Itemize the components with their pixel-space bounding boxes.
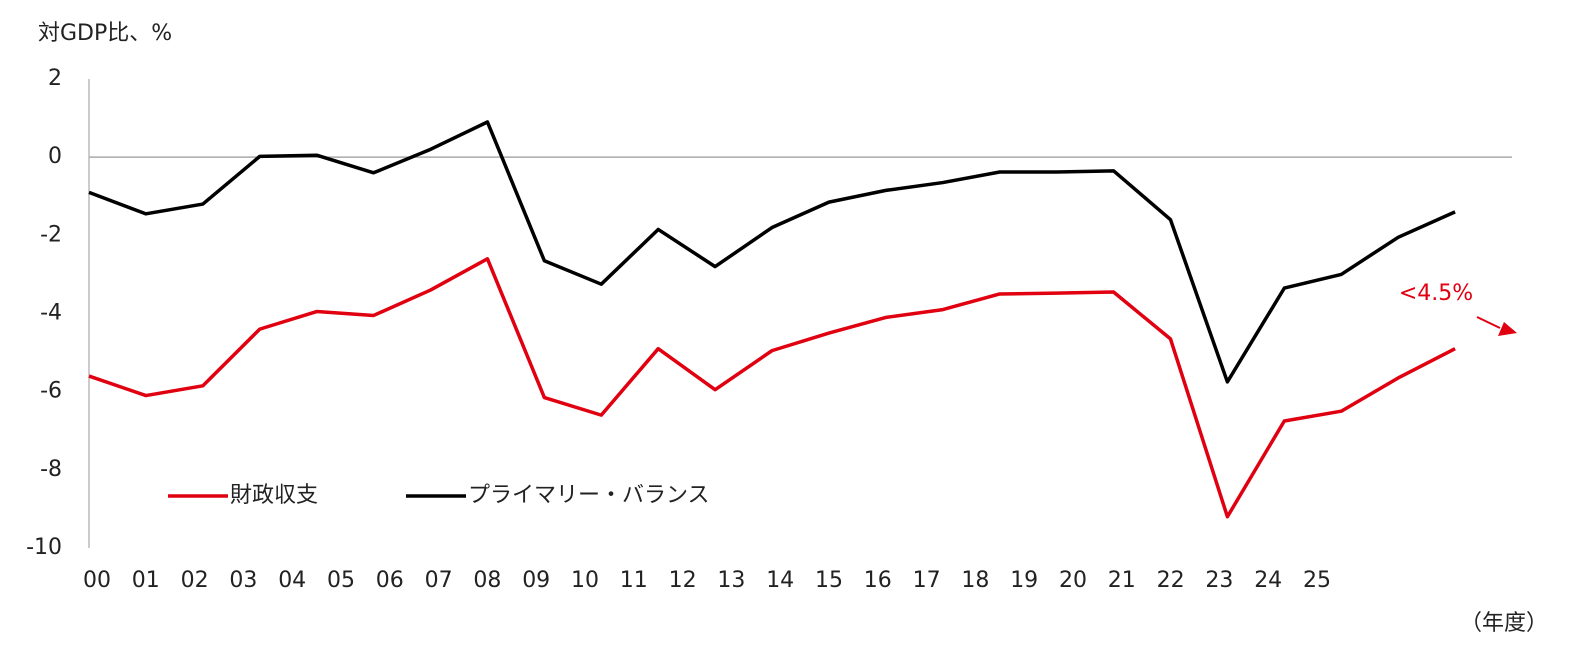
- x-tick-label: 14: [766, 568, 794, 593]
- legend-label: 財政収支: [230, 483, 318, 508]
- y-tick-label: -4: [40, 301, 62, 326]
- x-tick-label: 11: [620, 568, 648, 593]
- x-axis-label: （年度）: [1460, 611, 1548, 636]
- series-line: [88, 257, 1456, 519]
- x-tick-label: 10: [571, 568, 599, 593]
- series-line: [88, 120, 1456, 384]
- annotation-arrowhead: [1498, 322, 1517, 336]
- y-tick-label: -2: [40, 222, 62, 247]
- x-tick-label: 05: [327, 568, 355, 593]
- x-tick-label: 09: [522, 568, 550, 593]
- x-tick-label: 03: [229, 568, 257, 593]
- x-tick-label: 12: [669, 568, 697, 593]
- y-axis-label: 対GDP比、%: [38, 21, 172, 46]
- x-tick-label: 06: [376, 568, 404, 593]
- x-tick-label: 17: [913, 568, 941, 593]
- x-tick-label: 04: [278, 568, 306, 593]
- y-tick-label: -6: [40, 379, 62, 404]
- y-tick-label: 0: [48, 144, 62, 169]
- x-tick-label: 02: [181, 568, 209, 593]
- x-tick-label: 19: [1010, 568, 1038, 593]
- x-tick-label: 08: [473, 568, 501, 593]
- x-tick-label: 21: [1108, 568, 1136, 593]
- y-tick-label: 2: [48, 66, 62, 91]
- x-tick-label: 07: [425, 568, 453, 593]
- x-tick-label: 22: [1157, 568, 1185, 593]
- x-tick-label: 16: [864, 568, 892, 593]
- x-tick-label: 20: [1059, 568, 1087, 593]
- x-tick-label: 23: [1205, 568, 1233, 593]
- x-tick-label: 25: [1303, 568, 1331, 593]
- y-tick-label: -10: [26, 535, 62, 560]
- x-tick-label: 01: [132, 568, 160, 593]
- x-tick-label: 24: [1254, 568, 1282, 593]
- annotation-arrow: [1476, 316, 1501, 329]
- x-tick-label: 18: [961, 568, 989, 593]
- x-tick-label: 00: [83, 568, 111, 593]
- x-tick-label: 15: [815, 568, 843, 593]
- legend-label: プライマリー・バランス: [468, 483, 710, 508]
- y-tick-label: -8: [40, 457, 62, 482]
- x-tick-label: 13: [717, 568, 745, 593]
- annotation: <4.5%: [1399, 281, 1473, 306]
